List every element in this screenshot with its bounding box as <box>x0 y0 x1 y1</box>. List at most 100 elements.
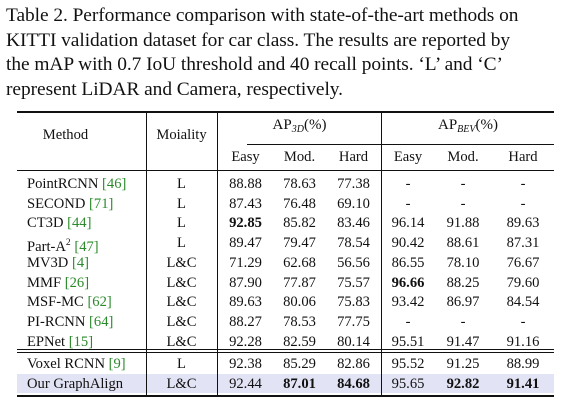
modality-cell: L <box>177 196 186 212</box>
value-cell: 84.54 <box>506 294 540 310</box>
apbev-main: AP <box>437 117 458 133</box>
method-name: Part-A2 [47] <box>27 234 99 256</box>
value-cell: - <box>520 196 526 212</box>
value-cell: 96.66 <box>391 275 425 291</box>
value-cell: - <box>460 176 466 192</box>
method-label: MV3D <box>27 255 69 271</box>
method-name: PI-RCNN [64] <box>27 313 113 331</box>
header-sub-rule <box>247 144 554 145</box>
modality-cell: L&C <box>166 376 197 392</box>
value-cell: 80.14 <box>337 334 370 350</box>
value-cell: 85.82 <box>283 215 316 231</box>
header-subcol: Mod. <box>283 149 316 165</box>
method-name: SECOND [71] <box>27 195 113 213</box>
value-cell: 76.48 <box>283 196 316 212</box>
value-cell: 89.47 <box>229 235 262 251</box>
value-cell: 92.82 <box>446 376 480 392</box>
ap3d-main: AP <box>272 117 292 133</box>
table-caption: Table 2. Performance comparison with sta… <box>6 4 558 102</box>
method-label: EPNet <box>27 334 66 350</box>
method-name: CT3D [44] <box>27 214 91 232</box>
value-cell: 93.42 <box>391 294 425 310</box>
column-divider-method <box>146 113 147 395</box>
modality-cell: L&C <box>166 255 197 271</box>
value-cell: 77.75 <box>337 314 370 330</box>
header-subcol: Easy <box>393 149 423 165</box>
method-label: CT3D <box>27 215 64 231</box>
value-cell: 75.83 <box>337 294 370 310</box>
modality-cell: L <box>177 176 186 192</box>
value-cell: 56.56 <box>337 255 370 271</box>
value-cell: 91.88 <box>446 215 480 231</box>
value-cell: - <box>520 314 526 330</box>
column-divider-ap3d <box>381 113 382 395</box>
highlight-row-background <box>17 374 554 393</box>
value-cell: 95.52 <box>391 356 425 372</box>
citation-link[interactable]: [44] <box>67 215 92 231</box>
header-subcol: Easy <box>231 149 260 165</box>
value-cell: 89.63 <box>229 294 262 310</box>
ap3d-unit: (%) <box>303 117 327 133</box>
citation-link[interactable]: [15] <box>68 334 94 350</box>
header-subcol: Hard <box>338 149 369 165</box>
modality-cell: L&C <box>166 294 197 310</box>
header-method: Method <box>42 127 89 143</box>
value-cell: 87.90 <box>229 275 262 291</box>
value-cell: 91.16 <box>506 334 540 350</box>
value-cell: 89.63 <box>506 215 540 231</box>
value-cell: 87.31 <box>506 235 540 251</box>
value-cell: 78.10 <box>446 255 480 271</box>
citation-link[interactable]: [4] <box>72 255 90 271</box>
value-cell: 96.14 <box>391 215 425 231</box>
modality-cell: L <box>177 356 186 372</box>
value-cell: 88.99 <box>506 356 540 372</box>
header-subcol: Hard <box>508 149 538 165</box>
value-cell: 88.61 <box>446 235 480 251</box>
value-cell: 77.38 <box>337 176 370 192</box>
value-cell: 92.28 <box>229 334 262 350</box>
value-cell: 92.38 <box>229 356 262 372</box>
value-cell: 91.41 <box>506 376 540 392</box>
caption-line: the mAP with 0.7 IoU threshold and 40 re… <box>6 54 503 76</box>
value-cell: 78.54 <box>337 235 370 251</box>
value-cell: - <box>405 314 411 330</box>
method-label: Part-A <box>27 239 66 255</box>
header-rule <box>17 170 554 171</box>
citation-link[interactable]: [9] <box>108 356 126 372</box>
apbev-subscript: BEV <box>457 124 476 135</box>
method-name: MSF-MC [62] <box>27 293 112 311</box>
value-cell: 79.60 <box>506 275 540 291</box>
value-cell: 87.01 <box>283 376 316 392</box>
citation-link[interactable]: [64] <box>89 314 114 330</box>
method-name: EPNet [15] <box>27 333 93 351</box>
citation-link[interactable]: [71] <box>89 196 114 212</box>
value-cell: 90.42 <box>391 235 425 251</box>
value-cell: 71.29 <box>229 255 262 271</box>
caption-line: represent LiDAR and Camera, respectively… <box>6 78 343 100</box>
modality-cell: L&C <box>166 314 197 330</box>
value-cell: 79.47 <box>283 235 316 251</box>
citation-link[interactable]: [26] <box>64 275 90 291</box>
value-cell: 77.87 <box>283 275 316 291</box>
value-cell: 78.63 <box>283 176 316 192</box>
bottom-rule <box>17 395 554 397</box>
citation-link[interactable]: [62] <box>87 294 112 310</box>
group-separator-rule-1 <box>17 349 554 350</box>
top-rule <box>17 111 554 113</box>
method-label: PI-RCNN <box>27 314 86 330</box>
method-name: Voxel RCNN [9] <box>27 355 126 373</box>
value-cell: 83.46 <box>337 215 370 231</box>
column-divider-modality <box>217 113 218 395</box>
citation-link[interactable]: [46] <box>102 176 127 192</box>
modality-cell: L <box>177 235 186 251</box>
value-cell: 92.44 <box>229 376 262 392</box>
header-ap3d: AP3D(%) <box>218 116 381 139</box>
value-cell: - <box>405 196 411 212</box>
citation-link[interactable]: [47] <box>74 239 99 255</box>
header-modality: Moiality <box>156 127 207 143</box>
group-separator-rule-2 <box>17 352 554 353</box>
value-cell: 87.43 <box>229 196 262 212</box>
method-label: MMF <box>27 275 62 291</box>
caption-line: Table 2. Performance comparison with sta… <box>6 5 519 26</box>
value-cell: 78.53 <box>283 314 316 330</box>
